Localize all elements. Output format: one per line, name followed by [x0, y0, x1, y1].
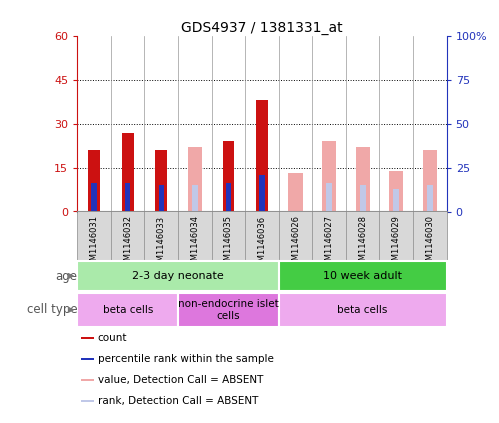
- Bar: [81, 358, 94, 360]
- Text: GSM1146031: GSM1146031: [90, 215, 99, 272]
- Text: age: age: [55, 269, 77, 283]
- Text: rank, Detection Call = ABSENT: rank, Detection Call = ABSENT: [98, 396, 258, 407]
- Text: GSM1146034: GSM1146034: [190, 215, 199, 272]
- Bar: [389, 170, 403, 212]
- Bar: [393, 189, 399, 212]
- Bar: [192, 185, 198, 212]
- Text: GSM1146035: GSM1146035: [224, 215, 233, 272]
- Bar: [326, 184, 332, 212]
- Text: GSM1146030: GSM1146030: [425, 215, 434, 272]
- Bar: [279, 293, 447, 327]
- Bar: [178, 293, 279, 327]
- Bar: [279, 261, 447, 291]
- Text: GSM1146032: GSM1146032: [123, 215, 132, 272]
- Bar: [188, 147, 202, 212]
- Text: 10 week adult: 10 week adult: [323, 271, 402, 281]
- Bar: [81, 379, 94, 382]
- Text: beta cells: beta cells: [102, 305, 153, 315]
- Text: non-endocrine islet
cells: non-endocrine islet cells: [178, 299, 279, 321]
- Bar: [256, 100, 268, 212]
- Text: 2-3 day neonate: 2-3 day neonate: [132, 271, 224, 281]
- Text: value, Detection Call = ABSENT: value, Detection Call = ABSENT: [98, 375, 263, 385]
- Bar: [77, 261, 279, 291]
- Bar: [125, 184, 130, 212]
- Text: GSM1146033: GSM1146033: [157, 215, 166, 272]
- Title: GDS4937 / 1381331_at: GDS4937 / 1381331_at: [181, 21, 343, 35]
- Text: GSM1146027: GSM1146027: [325, 215, 334, 272]
- Bar: [159, 185, 164, 212]
- Bar: [77, 293, 178, 327]
- Text: GSM1146028: GSM1146028: [358, 215, 367, 272]
- Text: percentile rank within the sample: percentile rank within the sample: [98, 354, 273, 364]
- Text: GSM1146029: GSM1146029: [392, 215, 401, 271]
- Bar: [223, 141, 234, 212]
- Bar: [81, 400, 94, 403]
- Bar: [356, 147, 370, 212]
- Bar: [288, 173, 302, 212]
- Bar: [88, 150, 100, 212]
- Bar: [427, 185, 433, 212]
- Bar: [155, 150, 167, 212]
- Bar: [423, 150, 437, 212]
- Bar: [91, 184, 97, 212]
- Text: count: count: [98, 333, 127, 343]
- Bar: [226, 184, 231, 212]
- Bar: [322, 141, 336, 212]
- Bar: [81, 337, 94, 339]
- Bar: [259, 175, 264, 212]
- Bar: [122, 132, 134, 212]
- Text: cell type: cell type: [27, 303, 77, 316]
- Text: GSM1146026: GSM1146026: [291, 215, 300, 272]
- Text: GSM1146036: GSM1146036: [257, 215, 266, 272]
- Text: beta cells: beta cells: [337, 305, 388, 315]
- Bar: [360, 185, 366, 212]
